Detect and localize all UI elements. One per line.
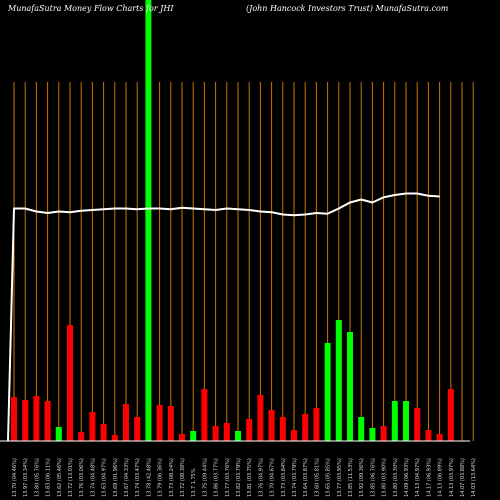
x-tick-label: 13.74 (04.48%) xyxy=(90,458,96,497)
x-tick-label: 14.13 (04.97%) xyxy=(415,458,421,497)
bar xyxy=(123,404,129,441)
bar xyxy=(335,320,342,441)
bar xyxy=(391,401,398,441)
x-tick-label: 13.60 (05.81%) xyxy=(314,458,320,497)
bar xyxy=(33,396,40,441)
x-tick-label: 13.72 (13.01%) xyxy=(68,458,74,497)
x-tick-label: 13.7 1.75% xyxy=(191,468,197,497)
bar xyxy=(190,431,197,441)
bars xyxy=(11,0,454,441)
bar xyxy=(369,428,376,441)
chart-title: MunafaSutra Money Flow Charts for JHI xyxy=(8,4,174,13)
price-line-group xyxy=(7,192,440,442)
bar xyxy=(414,408,421,441)
x-tick-label: 13.64 (03.87%) xyxy=(303,458,309,497)
bar xyxy=(22,400,29,441)
bar xyxy=(201,389,208,441)
bar xyxy=(67,325,73,441)
bar xyxy=(268,410,275,441)
bar xyxy=(403,401,409,441)
x-tick-label: 13.80 (03.90%) xyxy=(382,458,388,497)
x-axis-labels: 13.70 (04.46%) 13.97 (03.34%) 13.80 (05.76… xyxy=(12,458,477,497)
bar xyxy=(212,426,219,441)
bar xyxy=(246,419,253,441)
x-tick-label: 13.73 (08.24%) xyxy=(169,458,175,497)
x-tick-label: 13.83 (06.11%) xyxy=(46,458,52,497)
bar xyxy=(447,389,454,441)
x-tick-label: 13.81 (03.75%) xyxy=(247,458,253,497)
x-tick-label: 13.74 (03.47%) xyxy=(135,458,141,497)
bar xyxy=(167,406,174,441)
x-tick-label: 13.77 (03.95%) xyxy=(337,458,343,497)
x-tick-label: 13.85 (11.53%) xyxy=(348,458,354,497)
bar xyxy=(145,0,152,441)
x-tick-label: 14.09 (06.93%) xyxy=(404,458,410,497)
x-tick-label: 13.74 (03.79%) xyxy=(292,458,298,497)
x-tick-label: 14.07 (03.88%) xyxy=(460,458,466,497)
x-tick-label: 13.79 (06.36%) xyxy=(158,458,164,497)
x-tick-label: 13.82 (03.79%) xyxy=(236,458,242,497)
bar xyxy=(11,397,17,441)
x-tick-label: 13.67 (04.33%) xyxy=(124,458,130,497)
x-tick-label: 13.80 (03.30%) xyxy=(393,458,399,497)
bar xyxy=(324,343,331,441)
bar xyxy=(44,401,51,441)
bar xyxy=(100,424,107,441)
x-tick-label: 14.13 (03.97%) xyxy=(449,458,455,497)
bar xyxy=(358,417,365,441)
x-tick-label: 13.72 (08.38%) xyxy=(180,458,186,497)
bar xyxy=(55,427,62,441)
bar xyxy=(179,434,185,441)
bar xyxy=(302,414,309,441)
bar xyxy=(291,430,297,441)
x-tick-label: 13.76 (03.06%) xyxy=(79,458,85,497)
bar xyxy=(257,395,264,441)
bar xyxy=(89,412,96,441)
x-tick-label: 14.13 (06.89%) xyxy=(438,458,444,497)
x-tick-label: 13.63 (04.97%) xyxy=(102,458,108,497)
x-tick-label: 13.73 (03.84%) xyxy=(281,458,287,497)
x-tick-label: 13.76 (04.97%) xyxy=(258,458,264,497)
x-tick-label: 13.62 (05.46%) xyxy=(57,458,63,497)
bar xyxy=(78,432,85,441)
bar xyxy=(436,434,443,441)
bar xyxy=(235,431,241,441)
x-tick-label: 13.85 (06.76%) xyxy=(370,458,376,497)
x-tick-label: 13.69 (01.96%) xyxy=(113,458,119,497)
bar xyxy=(134,417,141,441)
x-tick-label: 13.97 (03.34%) xyxy=(23,458,29,497)
bar xyxy=(156,405,163,441)
bar xyxy=(279,417,286,441)
bar xyxy=(425,430,432,441)
x-tick-label: 13.86 (03.77%) xyxy=(214,458,220,497)
bar xyxy=(380,426,387,441)
bar xyxy=(223,423,230,441)
bar xyxy=(313,408,320,441)
x-tick-label: 13.78 (42.48%) xyxy=(146,458,152,497)
bar xyxy=(347,332,353,441)
x-tick-label: 13.77 (03.76%) xyxy=(225,458,231,497)
x-tick-label: 13.75 (09.44%) xyxy=(202,458,208,497)
x-tick-label: 13.80 (05.76%) xyxy=(34,458,40,497)
x-tick-label: 13.92 (09.36%) xyxy=(359,458,365,497)
x-tick-label: 13.70 (04.46%) xyxy=(12,458,18,497)
bar xyxy=(111,435,118,441)
price-line xyxy=(7,192,440,442)
gridlines xyxy=(13,82,474,441)
x-tick-label: 14.17 (06.93%) xyxy=(426,458,432,497)
chart-subtitle: (John Hancock Investors Trust) MunafaSut… xyxy=(246,4,449,13)
x-tick-label: 13.65 (05.85%) xyxy=(326,458,332,497)
x-tick-label: 14.03 (13.64%) xyxy=(471,458,477,497)
x-tick-label: 13.70 (04.67%) xyxy=(270,458,276,497)
